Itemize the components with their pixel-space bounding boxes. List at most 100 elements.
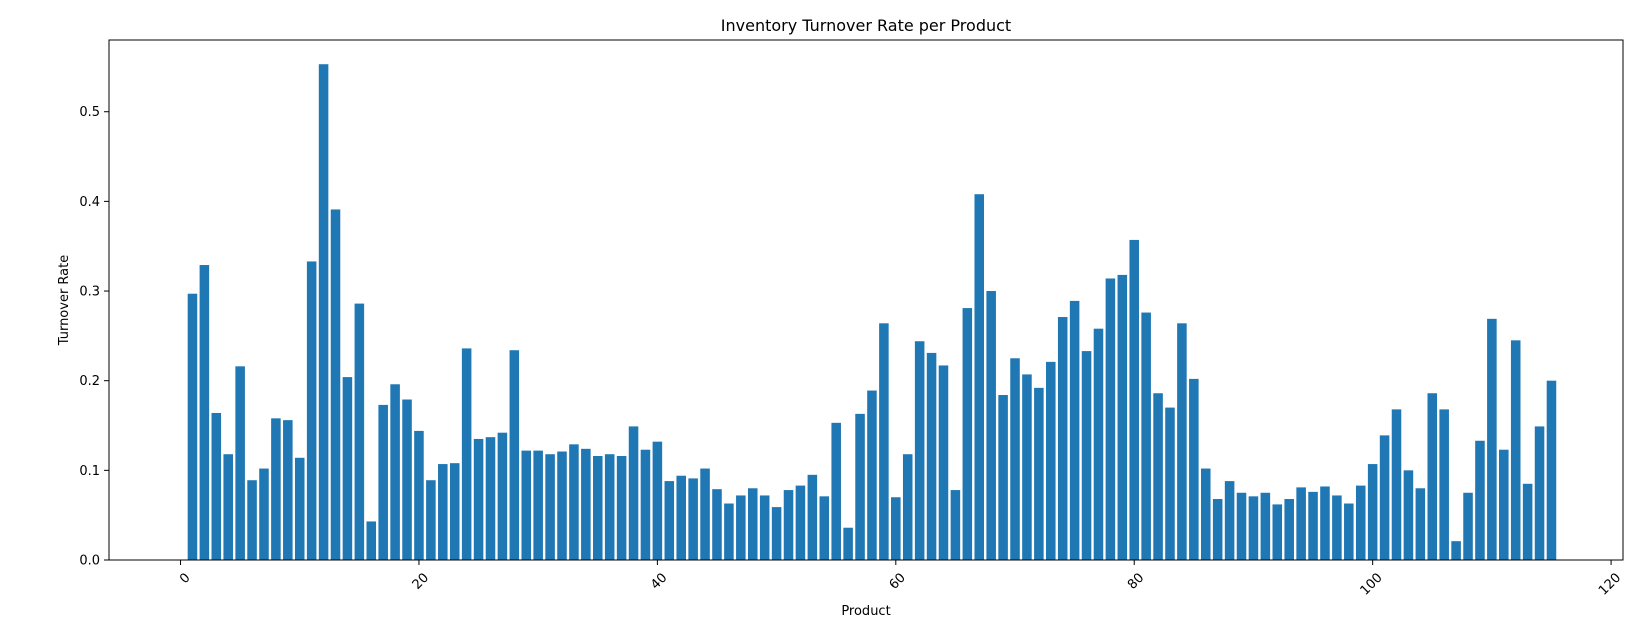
bar — [461, 348, 472, 560]
bar — [509, 350, 520, 560]
bar — [283, 420, 293, 560]
bar — [1451, 541, 1461, 560]
bar — [712, 489, 722, 560]
bar — [1344, 503, 1354, 560]
bar — [259, 468, 269, 560]
bar — [473, 438, 484, 560]
y-tick-label: 0.3 — [79, 285, 100, 300]
bar — [640, 449, 651, 560]
x-tick-label: 20 — [410, 570, 432, 592]
bar — [223, 454, 233, 560]
x-tick-label: 40 — [648, 570, 670, 592]
bar — [938, 365, 949, 560]
bar — [1224, 481, 1235, 560]
bar — [1129, 239, 1139, 560]
bar — [1522, 483, 1533, 560]
bar — [342, 377, 353, 560]
x-tick-label: 0 — [177, 570, 193, 586]
bar — [1272, 504, 1283, 560]
bar — [1332, 495, 1342, 560]
bar — [378, 404, 388, 560]
x-axis-ticks: 0 20 40 60 80 100 120 — [177, 560, 1624, 599]
bar — [664, 481, 675, 560]
bar — [1081, 351, 1092, 560]
bar — [1153, 393, 1163, 560]
bar — [628, 426, 639, 560]
bar — [557, 451, 567, 560]
bar — [771, 507, 782, 560]
x-axis-label: Product — [841, 604, 890, 619]
bar — [1022, 374, 1032, 560]
bar — [962, 308, 973, 560]
y-axis-label: Turnover Rate — [57, 255, 72, 347]
bar — [1117, 274, 1128, 560]
bar — [533, 450, 543, 560]
bar — [1248, 496, 1259, 560]
x-tick-label: 120 — [1596, 570, 1624, 598]
bar — [747, 488, 758, 560]
bar — [1391, 409, 1402, 560]
bar — [950, 490, 961, 560]
bar — [1105, 278, 1116, 560]
bar — [235, 366, 245, 560]
bar — [485, 437, 496, 560]
bar — [1367, 464, 1378, 560]
bar — [402, 399, 412, 560]
bar — [1046, 361, 1056, 560]
bar — [1475, 440, 1485, 560]
bar — [294, 457, 305, 560]
bar — [831, 422, 841, 560]
bar — [497, 432, 508, 560]
bar — [390, 384, 400, 560]
bar — [1427, 393, 1438, 560]
bar — [1189, 378, 1199, 560]
bar — [426, 480, 436, 560]
bar — [1308, 491, 1318, 560]
bar — [1141, 312, 1151, 560]
bar — [926, 352, 937, 560]
x-tick-label: 60 — [887, 570, 909, 592]
bar — [1510, 340, 1521, 560]
bar — [998, 395, 1008, 560]
bar — [1534, 426, 1545, 560]
bar — [724, 503, 734, 560]
bar — [330, 209, 341, 560]
bar — [902, 454, 913, 560]
bar — [1236, 492, 1247, 560]
y-tick-label: 0.2 — [79, 374, 100, 389]
bar — [1463, 492, 1473, 560]
bar — [1546, 380, 1557, 560]
bar — [974, 194, 985, 560]
bar — [1379, 435, 1390, 560]
bar — [688, 478, 698, 560]
y-tick-label: 0.0 — [79, 554, 100, 569]
bar — [1260, 492, 1271, 560]
x-tick-label: 100 — [1358, 570, 1386, 598]
bar — [807, 474, 818, 560]
bar — [759, 495, 770, 560]
bar — [1499, 449, 1509, 560]
bar — [1165, 407, 1175, 560]
bar — [211, 412, 222, 560]
bar — [867, 390, 877, 560]
bar — [1296, 487, 1306, 560]
bar — [855, 413, 865, 560]
bar — [795, 485, 806, 560]
bar — [569, 444, 579, 560]
bar — [1093, 328, 1104, 560]
bar — [891, 497, 901, 560]
bar — [449, 463, 460, 560]
y-tick-label: 0.1 — [79, 464, 100, 479]
bar — [545, 454, 555, 560]
bar — [521, 450, 532, 560]
bar — [318, 64, 329, 561]
bar — [581, 448, 591, 560]
bar — [1034, 387, 1044, 560]
bar — [414, 430, 424, 560]
bar — [1320, 486, 1330, 560]
bar — [1415, 488, 1426, 560]
bar — [1010, 358, 1020, 560]
plot-frame — [108, 39, 1624, 561]
bar — [1069, 300, 1080, 560]
